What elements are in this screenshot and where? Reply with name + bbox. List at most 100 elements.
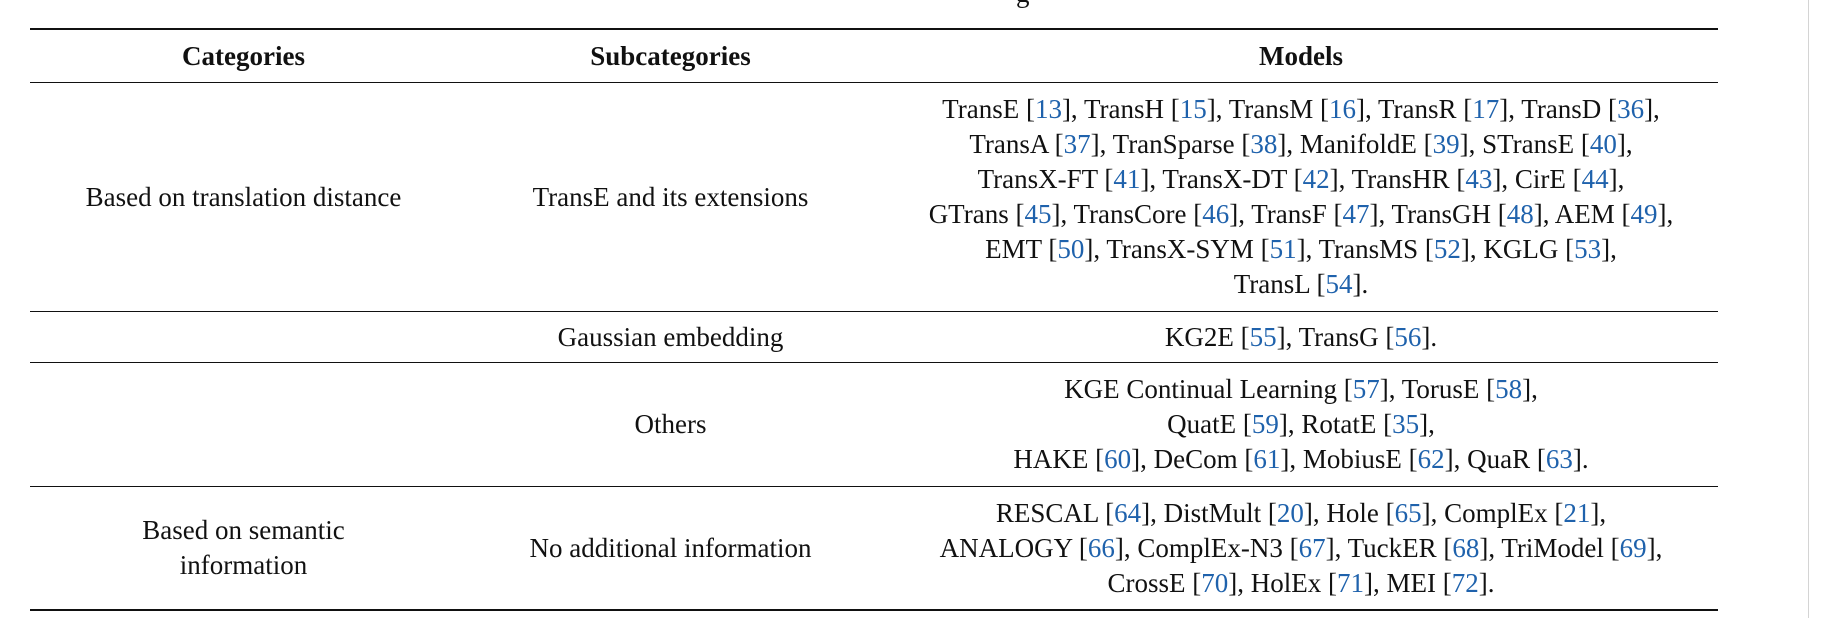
citation-link[interactable]: 57 bbox=[1352, 374, 1380, 404]
table-header-row: Categories Subcategories Models bbox=[30, 28, 1718, 83]
citation-link[interactable]: 35 bbox=[1392, 409, 1420, 439]
citation-link[interactable]: 60 bbox=[1104, 444, 1132, 474]
citation-link[interactable]: 21 bbox=[1563, 497, 1591, 528]
citation-link[interactable]: 52 bbox=[1433, 234, 1461, 264]
citation-link[interactable]: 16 bbox=[1329, 94, 1356, 124]
models-table: Categories Subcategories Models Based on… bbox=[30, 28, 1718, 611]
citation-link[interactable]: 17 bbox=[1472, 94, 1500, 124]
citation-link[interactable]: 61 bbox=[1253, 444, 1281, 474]
model-text: ], KGLG [ bbox=[1460, 234, 1575, 264]
category-cell: Based on semantic information bbox=[30, 486, 457, 611]
citation-link[interactable]: 36 bbox=[1617, 94, 1645, 124]
citation-link[interactable]: 66 bbox=[1087, 532, 1115, 563]
citation-link[interactable]: 54 bbox=[1325, 269, 1353, 299]
model-text: ], bbox=[1419, 409, 1435, 439]
model-text: ], HolEx [ bbox=[1228, 567, 1337, 598]
model-line: GTrans [45], TransCore [46], TransF [47]… bbox=[884, 197, 1718, 232]
models-cell: KGE Continual Learning [57], TorusE [58]… bbox=[884, 362, 1718, 487]
citation-link[interactable]: 65 bbox=[1394, 497, 1422, 528]
citation-link[interactable]: 20 bbox=[1276, 497, 1304, 528]
citation-link[interactable]: 59 bbox=[1251, 409, 1279, 439]
caption-fragment: g bbox=[1016, 0, 1030, 7]
category-line: Based on semantic bbox=[142, 515, 345, 545]
citation-link[interactable]: 53 bbox=[1574, 234, 1602, 264]
citation-link[interactable]: 55 bbox=[1249, 321, 1277, 352]
model-line: RESCAL [64], DistMult [20], Hole [65], C… bbox=[884, 496, 1718, 531]
model-text: TransE [ bbox=[942, 94, 1035, 124]
citation-link[interactable]: 50 bbox=[1057, 234, 1085, 264]
subcategory-cell: TransE and its extensions bbox=[457, 82, 884, 312]
models-cell: RESCAL [64], DistMult [20], Hole [65], C… bbox=[884, 486, 1718, 611]
model-line: KG2E [55], TransG [56]. bbox=[884, 320, 1718, 355]
citation-link[interactable]: 41 bbox=[1113, 164, 1141, 194]
model-line: ANALOGY [66], ComplEx-N3 [67], TuckER [6… bbox=[884, 531, 1718, 566]
model-text: ], bbox=[1646, 532, 1663, 563]
category-cell bbox=[30, 311, 457, 363]
model-text: ], TransMS [ bbox=[1296, 234, 1434, 264]
models-cell: TransE [13], TransH [15], TransM [16], T… bbox=[884, 82, 1718, 312]
model-text: ], bbox=[1590, 497, 1607, 528]
model-text: ], RotatE [ bbox=[1278, 409, 1393, 439]
citation-link[interactable]: 58 bbox=[1495, 374, 1523, 404]
model-text: QuatE [ bbox=[1167, 409, 1252, 439]
citation-link[interactable]: 69 bbox=[1619, 532, 1647, 563]
model-text: ANALOGY [ bbox=[939, 532, 1088, 563]
citation-link[interactable]: 37 bbox=[1063, 129, 1091, 159]
category-cell bbox=[30, 362, 457, 487]
model-text: ], TransHR [ bbox=[1329, 164, 1466, 194]
citation-link[interactable]: 39 bbox=[1432, 129, 1460, 159]
table-row: Based on translation distance TransE and… bbox=[30, 82, 1718, 312]
model-line: CrossE [70], HolEx [71], MEI [72]. bbox=[884, 566, 1718, 601]
model-text: CrossE [ bbox=[1107, 567, 1202, 598]
citation-link[interactable]: 71 bbox=[1337, 567, 1364, 598]
model-text: ]. bbox=[1352, 269, 1369, 299]
citation-link[interactable]: 51 bbox=[1269, 234, 1297, 264]
citation-link[interactable]: 40 bbox=[1589, 129, 1617, 159]
citation-link[interactable]: 63 bbox=[1545, 444, 1573, 474]
model-text: KG2E [ bbox=[1164, 321, 1250, 352]
model-text: ], DeCom [ bbox=[1131, 444, 1254, 474]
model-text: ], TorusE [ bbox=[1379, 374, 1496, 404]
model-line: TransL [54]. bbox=[884, 267, 1718, 302]
citation-link[interactable]: 47 bbox=[1342, 199, 1370, 229]
model-line: QuatE [59], RotatE [35], bbox=[884, 407, 1718, 442]
models-cell: KG2E [55], TransG [56]. bbox=[884, 311, 1718, 363]
model-text: TransA [ bbox=[969, 129, 1064, 159]
citation-link[interactable]: 38 bbox=[1250, 129, 1278, 159]
model-text: ], MEI [ bbox=[1364, 567, 1452, 598]
citation-link[interactable]: 42 bbox=[1302, 164, 1330, 194]
citation-link[interactable]: 44 bbox=[1581, 164, 1609, 194]
model-text: ]. bbox=[1421, 321, 1438, 352]
model-text: ], STransE [ bbox=[1459, 129, 1590, 159]
citation-link[interactable]: 64 bbox=[1114, 497, 1142, 528]
model-text: EMT [ bbox=[985, 234, 1058, 264]
citation-link[interactable]: 46 bbox=[1202, 199, 1230, 229]
model-text: ], bbox=[1522, 374, 1538, 404]
model-text: ], TuckER [ bbox=[1325, 532, 1453, 563]
model-text: KGE Continual Learning [ bbox=[1064, 374, 1353, 404]
model-text: ], TransCore [ bbox=[1051, 199, 1203, 229]
model-text: ], bbox=[1608, 164, 1625, 194]
model-text: ], TransX-SYM [ bbox=[1084, 234, 1270, 264]
citation-link[interactable]: 48 bbox=[1506, 199, 1534, 229]
model-text: ], bbox=[1616, 129, 1633, 159]
citation-link[interactable]: 13 bbox=[1034, 94, 1062, 124]
model-line: HAKE [60], DeCom [61], MobiusE [62], Qua… bbox=[884, 442, 1718, 477]
citation-link[interactable]: 43 bbox=[1465, 164, 1493, 194]
model-text: ], bbox=[1644, 94, 1660, 124]
citation-link[interactable]: 68 bbox=[1452, 532, 1480, 563]
citation-link[interactable]: 62 bbox=[1417, 444, 1445, 474]
citation-link[interactable]: 72 bbox=[1451, 567, 1479, 598]
citation-link[interactable]: 56 bbox=[1394, 321, 1422, 352]
citation-link[interactable]: 45 bbox=[1024, 199, 1052, 229]
model-text: ]. bbox=[1572, 444, 1589, 474]
model-text: ], TransR [ bbox=[1356, 94, 1473, 124]
citation-link[interactable]: 15 bbox=[1179, 94, 1207, 124]
model-text: ], MobiusE [ bbox=[1280, 444, 1418, 474]
model-text: ], AEM [ bbox=[1533, 199, 1631, 229]
model-text: ], TransM [ bbox=[1206, 94, 1329, 124]
header-models: Models bbox=[884, 28, 1718, 83]
citation-link[interactable]: 49 bbox=[1630, 199, 1658, 229]
citation-link[interactable]: 67 bbox=[1298, 532, 1326, 563]
citation-link[interactable]: 70 bbox=[1201, 567, 1229, 598]
